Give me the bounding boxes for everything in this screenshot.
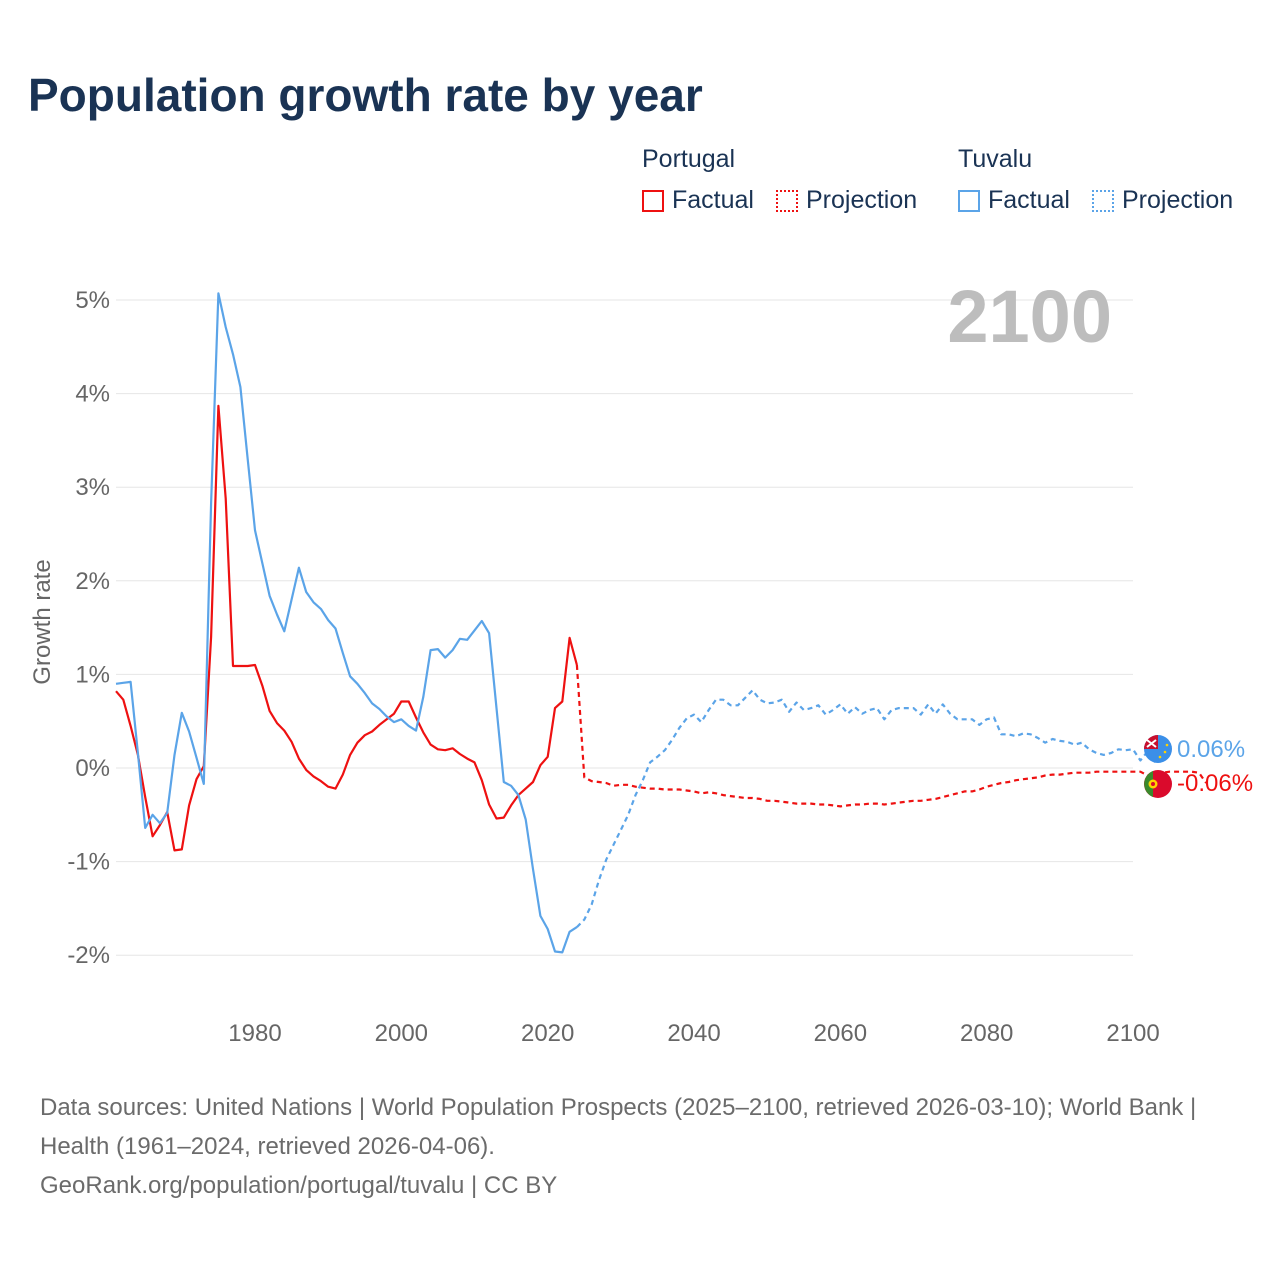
x-tick-label: 1980 (228, 1020, 281, 1047)
page-title: Population growth rate by year (28, 69, 703, 121)
series-portugal-projection (575, 664, 1208, 808)
legend-label: Projection (806, 186, 918, 214)
legend-swatch-solid (642, 189, 664, 212)
tuvalu-flag-icon (1144, 735, 1172, 763)
y-tick-label: -1% (67, 849, 110, 876)
x-tick-label: 2020 (521, 1020, 574, 1047)
legend-tuvalu-factual[interactable]: Factual (958, 186, 1070, 215)
y-tick-label: -2% (67, 942, 110, 969)
y-tick-label: 0% (75, 755, 110, 782)
y-tick-label: 3% (75, 474, 110, 501)
legend-swatch-dotted (776, 189, 798, 212)
footer: Data sources: United Nations | World Pop… (40, 1088, 1240, 1205)
y-tick-label: 2% (75, 568, 110, 595)
tuvalu-end-label: 0.06% (1177, 736, 1245, 763)
legend-group-tuvalu: Tuvalu (958, 145, 1033, 173)
series-tuvalu-factual (115, 292, 578, 954)
y-tick-label: 1% (75, 661, 110, 688)
x-tick-label: 2080 (960, 1020, 1013, 1047)
series-portugal-factual (115, 404, 578, 852)
portugal-flag-icon (1144, 770, 1172, 798)
series-tuvalu-projection (576, 689, 1156, 928)
legend-swatch-dotted (1092, 189, 1114, 212)
x-tick-label: 2040 (667, 1020, 720, 1047)
credit-link[interactable]: GeoRank.org/population/portugal/tuvalu |… (40, 1172, 558, 1199)
legend-label: Factual (672, 186, 754, 214)
y-tick-label: 4% (75, 381, 110, 408)
legend-label: Projection (1122, 186, 1234, 214)
y-axis-label: Growth rate (29, 559, 56, 684)
legend-group-portugal: Portugal (642, 145, 736, 173)
legend-tuvalu-projection[interactable]: Projection (1092, 186, 1233, 215)
legend-portugal-projection[interactable]: Projection (776, 186, 917, 215)
portugal-end-label: -0.06% (1177, 770, 1253, 797)
legend-swatch-solid (958, 189, 980, 212)
legend-portugal-factual[interactable]: Factual (642, 186, 754, 215)
data-sources: Data sources: United Nations | World Pop… (40, 1094, 1197, 1160)
line-chart: -2% -1% 0% 1% 2% 3% 4% 5% 1980 2000 2020 2040 2060 20… (29, 275, 1253, 1047)
x-tick-label: 2000 (375, 1020, 428, 1047)
x-tick-label: 2060 (814, 1020, 867, 1047)
year-indicator: 2100 (947, 275, 1112, 358)
legend-label: Factual (988, 186, 1070, 214)
y-tick-label: 5% (75, 287, 110, 314)
x-tick-label: 2100 (1106, 1020, 1159, 1047)
